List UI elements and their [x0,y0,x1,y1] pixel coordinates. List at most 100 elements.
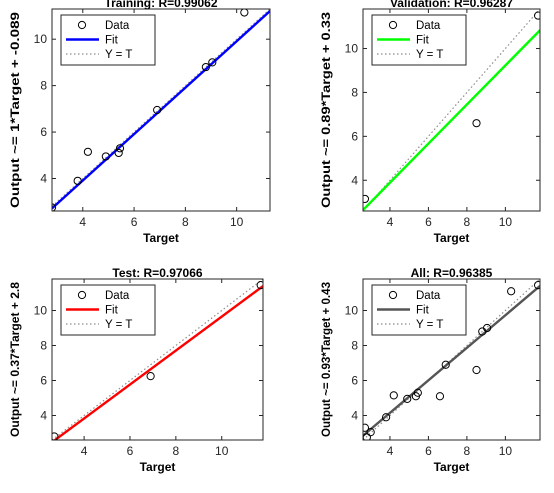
x-tick-label: 4 [79,215,86,229]
y-axis-label: Output ~= 0.37*Target + 2.8 [8,282,22,437]
axes-box [362,8,541,212]
data-point [507,287,516,296]
x-tick-label: 10 [499,215,513,229]
validation-regression-plot: 4 6 8 10 4 6 8 10 Validation: R=0.96287 Target Out… [277,0,554,247]
x-tick-label: 8 [464,215,471,229]
identity-line [52,9,270,207]
legend-data-entry: Data [105,290,130,302]
x-tick-label: 4 [387,444,394,458]
y-tick-label: 8 [40,79,47,93]
data-point [403,394,412,403]
x-tick-label: 4 [387,215,394,229]
legend-data-entry: Data [105,20,130,32]
data-point [363,194,370,204]
x-tick-label: 8 [464,444,471,458]
data-point [73,176,82,185]
y-tick-label: 4 [40,171,47,185]
y-tick-label: 10 [34,304,48,318]
y-axis-label: Output ~= 0.93*Target + 0.43 [319,282,333,437]
x-tick-label: 8 [173,444,180,458]
test-regression-plot: 4 6 8 10 4 6 8 10 Test: R=0.97066 Target Output ~=… [0,247,277,493]
all-regression-plot: 4 6 8 10 4 6 8 10 All: R=0.96385 Target Output ~= … [277,247,554,493]
axes-box [51,278,264,441]
data-point [413,388,422,397]
y-tick-label: 4 [40,409,47,423]
x-tick-label: 6 [127,444,134,458]
data-point [472,119,481,128]
data-point [472,365,481,375]
training-regression-plot: 4 6 8 10 4 6 8 10 Training: R=0.99062 Target Outpu… [0,0,277,247]
x-tick-label: 6 [425,444,432,458]
y-axis-label: Output ~= 1*Target + -0.089 [8,12,22,208]
legend-fit-entry: Fit [105,35,119,47]
y-tick-label: 4 [351,409,358,423]
y-tick-label: 10 [345,304,359,318]
data-point [381,413,391,422]
data-point [256,281,263,290]
legend-marker [77,20,87,30]
legend-data-entry: Data [416,20,441,32]
chart-svg: 4 6 8 10 4 6 8 10 Training: R=0.99062 Target Outpu… [8,0,271,245]
data-point [201,62,210,72]
chart-svg: 4 6 8 10 4 6 8 10 Validation: R=0.96287 Target Out… [319,0,541,245]
data-point [441,360,450,369]
x-axis-label: Target [434,231,470,245]
identity-line [52,279,263,440]
x-tick-label: 6 [131,215,138,229]
chart-title: All: R=0.96385 [411,266,493,280]
y-tick-label: 4 [351,173,358,187]
chart-svg: 4 6 8 10 4 6 8 10 Test: R=0.97066 Target Output ~=… [8,266,264,474]
x-tick-label: 10 [499,444,513,458]
legend-marker [388,290,398,300]
data-point [115,144,125,153]
x-axis-label: Target [140,460,176,474]
legend: Data Fit Y = T [371,284,467,336]
data-point [83,147,93,156]
data-point [52,432,59,440]
data-point [114,148,123,158]
legend-marker [388,20,398,30]
legend: Data Fit Y = T [371,14,467,66]
y-tick-label: 8 [40,339,47,353]
legend-identity-entry: Y = T [105,319,132,331]
data-point [533,281,540,290]
chart-svg: 4 6 8 10 4 6 8 10 All: R=0.96385 Target Output ~= … [319,266,541,474]
chart-title: Training: R=0.99062 [104,0,217,10]
x-tick-label: 10 [215,444,229,458]
y-tick-label: 8 [351,339,358,353]
axes-box [51,8,271,212]
data-point [101,152,110,161]
legend-fit-entry: Fit [105,305,119,317]
data-point [366,428,375,437]
legend-fit-entry: Fit [416,305,430,317]
y-tick-label: 10 [34,32,48,46]
x-axis-label: Target [434,460,470,474]
data-point [208,58,217,67]
data-point [482,323,492,333]
data-point [153,105,162,115]
data-point [435,392,445,401]
identity-line [363,9,540,211]
data-point [389,391,398,400]
legend-marker [77,290,87,300]
legend-identity-entry: Y = T [105,49,132,61]
data-point [363,423,370,432]
y-tick-label: 10 [345,42,359,56]
y-tick-label: 8 [351,85,358,99]
x-tick-label: 4 [81,444,88,458]
data-point [533,11,540,20]
legend-identity-entry: Y = T [416,319,443,331]
fit-line [53,285,263,440]
legend: Data Fit Y = T [60,14,156,66]
x-axis-label: Target [143,231,179,245]
legend-data-entry: Data [416,290,441,302]
x-tick-label: 8 [182,215,189,229]
data-point [240,9,249,17]
legend-fit-entry: Fit [416,35,430,47]
fit-line [363,29,540,211]
legend-identity-entry: Y = T [416,49,443,61]
y-tick-label: 6 [40,125,47,139]
y-tick-label: 6 [351,374,358,388]
axes-box [362,278,541,441]
fit-line [363,285,540,437]
